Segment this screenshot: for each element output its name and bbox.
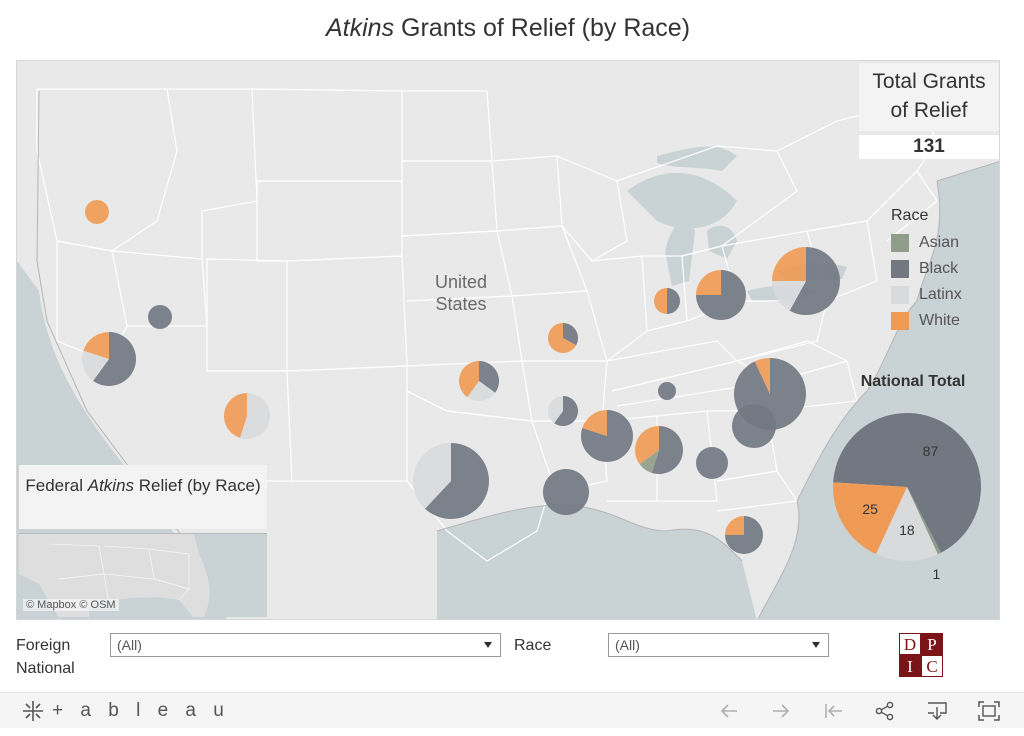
race-legend: Race Asian Black Latinx White bbox=[891, 207, 999, 334]
race-dropdown[interactable]: (All) bbox=[608, 633, 829, 657]
tableau-cross-icon bbox=[23, 701, 43, 721]
map-attribution[interactable]: © Mapbox © OSM bbox=[23, 599, 119, 611]
legend-label: Latinx bbox=[919, 286, 962, 303]
inset-title-post: Relief (by Race) bbox=[134, 476, 261, 495]
share-icon bbox=[875, 701, 894, 721]
state-pie-marker[interactable] bbox=[635, 426, 684, 474]
download-button[interactable] bbox=[924, 699, 950, 723]
legend-label: Black bbox=[919, 260, 959, 277]
download-icon bbox=[928, 702, 947, 720]
state-pie-marker[interactable] bbox=[732, 404, 776, 448]
foreign-national-dropdown[interactable]: (All) bbox=[110, 633, 501, 657]
state-pie-marker[interactable] bbox=[654, 288, 680, 314]
dashboard-title: Atkins Grants of Relief (by Race) bbox=[0, 14, 1016, 43]
inset-title: Federal Atkins Relief (by Race) bbox=[19, 465, 267, 529]
state-pie-marker[interactable] bbox=[772, 247, 840, 315]
legend-item-asian[interactable]: Asian bbox=[891, 230, 999, 256]
race-filter-value: (All) bbox=[615, 637, 640, 653]
total-grants-box: Total Grants of Relief bbox=[859, 63, 999, 131]
legend-label: Asian bbox=[919, 234, 960, 251]
state-pie-marker[interactable] bbox=[148, 305, 172, 329]
inset-title-pre: Federal bbox=[25, 476, 88, 495]
undo-icon bbox=[720, 704, 737, 718]
legend-item-black[interactable]: Black bbox=[891, 256, 999, 282]
state-pie-marker[interactable] bbox=[82, 332, 137, 387]
legend-swatch bbox=[891, 260, 909, 278]
tableau-toolbar: + a b l e a u bbox=[0, 692, 1024, 728]
redo-button[interactable] bbox=[768, 699, 794, 723]
legend-item-white[interactable]: White bbox=[891, 308, 999, 334]
dpic-letter: P bbox=[927, 635, 936, 654]
chevron-down-icon bbox=[812, 642, 820, 648]
legend-swatch bbox=[891, 234, 909, 252]
state-pie-marker[interactable] bbox=[658, 382, 676, 400]
state-pie-marker[interactable] bbox=[581, 410, 633, 463]
dpic-logo[interactable]: D PI C bbox=[898, 632, 944, 678]
state-pie-marker[interactable] bbox=[696, 270, 746, 320]
race-filter-label: Race bbox=[514, 637, 552, 654]
dpic-letter: D bbox=[904, 635, 916, 654]
dpic-letter: I bbox=[907, 657, 913, 676]
state-pie-marker[interactable] bbox=[725, 516, 763, 554]
foreign-national-label: Foreign National bbox=[16, 637, 75, 677]
revert-icon bbox=[825, 704, 842, 718]
legend-title: Race bbox=[891, 207, 929, 224]
foreign-national-value: (All) bbox=[117, 637, 142, 653]
fullscreen-icon bbox=[978, 701, 1000, 721]
state-pie-marker[interactable] bbox=[224, 393, 270, 439]
tableau-wordmark: + a b l e a u bbox=[52, 700, 230, 721]
title-italic: Atkins bbox=[325, 14, 395, 42]
inset-title-italic: Atkins bbox=[87, 476, 135, 495]
legend-swatch bbox=[891, 286, 909, 304]
total-grants-line2: of Relief bbox=[890, 99, 968, 122]
revert-button[interactable] bbox=[820, 699, 846, 723]
undo-button[interactable] bbox=[716, 699, 742, 723]
legend-label: White bbox=[919, 312, 960, 329]
state-pie-marker[interactable] bbox=[85, 200, 109, 224]
fullscreen-button[interactable] bbox=[976, 699, 1002, 723]
title-rest: Grants of Relief (by Race) bbox=[394, 14, 691, 42]
tableau-logo[interactable]: + a b l e a u bbox=[22, 699, 230, 723]
redo-icon bbox=[773, 704, 790, 718]
state-pies[interactable] bbox=[17, 61, 1000, 620]
state-pie-marker[interactable] bbox=[696, 447, 728, 479]
total-grants-value: 131 bbox=[859, 135, 999, 159]
total-grants-line1: Total Grants bbox=[872, 70, 986, 93]
state-pie-marker[interactable] bbox=[548, 396, 578, 426]
map-view[interactable]: United States Total Grants of Relief 131… bbox=[16, 60, 1000, 620]
country-label: United States bbox=[434, 272, 488, 314]
state-pie-marker[interactable] bbox=[413, 443, 489, 519]
legend-item-latinx[interactable]: Latinx bbox=[891, 282, 999, 308]
national-total-title: National Total bbox=[860, 373, 966, 390]
legend-swatch bbox=[891, 312, 909, 330]
state-pie-marker[interactable] bbox=[548, 323, 578, 354]
state-pie-marker[interactable] bbox=[543, 469, 589, 515]
dpic-letter: C bbox=[926, 657, 937, 676]
share-button[interactable] bbox=[872, 699, 898, 723]
state-pie-marker[interactable] bbox=[458, 361, 499, 402]
chevron-down-icon bbox=[484, 642, 492, 648]
